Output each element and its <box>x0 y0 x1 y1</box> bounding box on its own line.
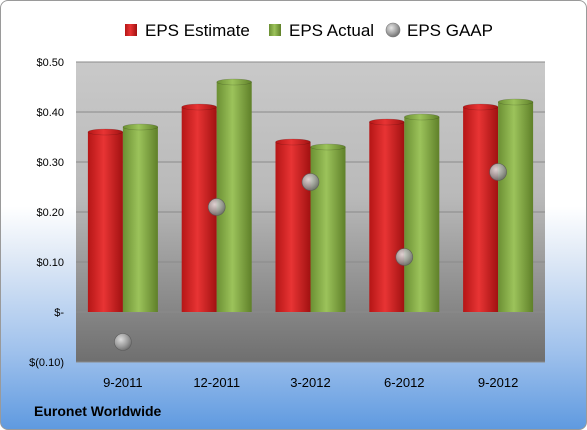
y-tick-label: $(0.10) <box>29 357 64 369</box>
bar-cap <box>462 103 499 111</box>
y-tick-label: $0.40 <box>36 107 64 119</box>
legend-swatch <box>269 24 281 36</box>
gaap-point <box>207 198 226 216</box>
company-name: Euronet Worldwide <box>34 403 162 419</box>
bar-eps-actual <box>310 147 346 312</box>
bar-eps-estimate <box>275 142 311 312</box>
bar-cap <box>122 123 159 131</box>
bar-cap <box>275 138 311 146</box>
bar-cap <box>87 128 124 136</box>
bar-eps-estimate <box>369 122 405 312</box>
bar-cap <box>404 113 440 121</box>
legend-swatch <box>385 22 401 38</box>
y-tick-label: $0.50 <box>36 57 64 69</box>
legend-swatch <box>125 24 137 36</box>
bar-eps-actual <box>122 127 158 312</box>
bar-cap <box>216 78 252 86</box>
bar-eps-actual <box>216 82 252 312</box>
x-tick-label: 9-2012 <box>478 375 518 390</box>
legend-label: EPS Actual <box>289 21 374 40</box>
bar-eps-estimate <box>463 107 499 312</box>
y-tick-label: $0.10 <box>36 257 64 269</box>
y-tick-label: $0.20 <box>36 207 64 219</box>
x-tick-label: 6-2012 <box>384 375 424 390</box>
gaap-point <box>114 333 132 351</box>
gaap-point <box>395 248 414 266</box>
x-axis: 9-2011 12-2011 3-2012 6-2012 9-2012 <box>103 375 518 390</box>
y-tick-label: $- <box>54 307 64 319</box>
bar-cap <box>369 118 405 126</box>
gaap-points <box>114 163 507 351</box>
x-tick-label: 9-2011 <box>103 375 143 390</box>
bar-cap <box>181 103 217 111</box>
y-tick-label: $0.30 <box>36 157 64 169</box>
x-tick-label: 3-2012 <box>290 375 330 390</box>
gaap-point <box>301 173 320 191</box>
gaap-point <box>489 163 507 181</box>
y-axis: $0.50 $0.40 $0.30 $0.20 $0.10 $- $(0.10) <box>29 57 64 369</box>
bar-eps-actual <box>498 102 534 312</box>
bar-eps-estimate <box>87 132 123 312</box>
bar-cap <box>310 143 346 151</box>
legend-label: EPS Estimate <box>145 21 250 40</box>
x-tick-label: 12-2011 <box>193 375 240 390</box>
bar-cap <box>497 98 534 106</box>
legend: EPS Estimate EPS Actual EPS GAAP <box>125 21 493 40</box>
bar-eps-actual <box>404 117 440 312</box>
legend-label: EPS GAAP <box>407 21 493 40</box>
